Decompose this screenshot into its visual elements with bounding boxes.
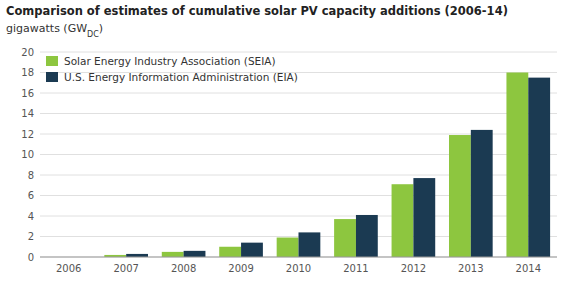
legend-label: Solar Energy Industry Association (SEIA) — [64, 55, 276, 67]
x-tick-label: 2008 — [171, 263, 196, 274]
y-tick-label: 4 — [28, 211, 34, 222]
bar — [184, 251, 206, 257]
y-tick-label: 20 — [21, 47, 34, 58]
legend: Solar Energy Industry Association (SEIA)… — [46, 55, 298, 83]
grid-line — [40, 93, 557, 94]
subtitle-part: ) — [99, 22, 103, 35]
bar — [277, 238, 299, 257]
y-tick-label: 2 — [28, 231, 34, 242]
bar — [219, 247, 241, 257]
bar — [506, 73, 528, 258]
x-tick-label: 2010 — [286, 263, 311, 274]
x-tick-label: 2006 — [56, 263, 81, 274]
y-tick-label: 18 — [21, 67, 34, 78]
x-tick-label: 2014 — [516, 263, 541, 274]
grid-line — [40, 257, 557, 258]
legend-swatch — [46, 72, 58, 82]
bar — [528, 78, 550, 257]
subtitle-part: gigawatts (GW — [6, 22, 87, 35]
bar — [299, 232, 321, 257]
y-tick-label: 12 — [21, 129, 34, 140]
bar — [413, 178, 435, 257]
x-tick-label: 2013 — [458, 263, 483, 274]
bar — [162, 252, 184, 257]
bar — [449, 135, 471, 257]
subtitle: gigawatts (GWDC) — [6, 22, 103, 39]
bar — [471, 130, 493, 257]
title: Comparison of estimates of cumulative so… — [6, 4, 508, 18]
legend-label: U.S. Energy Information Administration (… — [64, 71, 298, 83]
grid-line — [40, 113, 557, 114]
y-tick-label: 10 — [21, 149, 34, 160]
bar — [392, 184, 414, 257]
y-tick-label: 0 — [28, 252, 34, 263]
x-tick-label: 2009 — [228, 263, 253, 274]
bar — [356, 215, 378, 257]
x-axis — [40, 257, 557, 258]
bar — [334, 219, 356, 257]
legend-swatch — [46, 56, 58, 66]
grid-line — [40, 52, 557, 53]
y-tick-label: 16 — [21, 88, 34, 99]
x-tick-label: 2011 — [343, 263, 368, 274]
x-tick-label: 2012 — [401, 263, 426, 274]
bar — [241, 243, 263, 257]
y-tick-label: 14 — [21, 108, 34, 119]
x-tick-label: 2007 — [113, 263, 138, 274]
y-tick-label: 8 — [28, 170, 34, 181]
y-tick-label: 6 — [28, 190, 34, 201]
chart: Comparison of estimates of cumulative so… — [0, 0, 571, 285]
subtitle-part: DC — [87, 30, 99, 39]
